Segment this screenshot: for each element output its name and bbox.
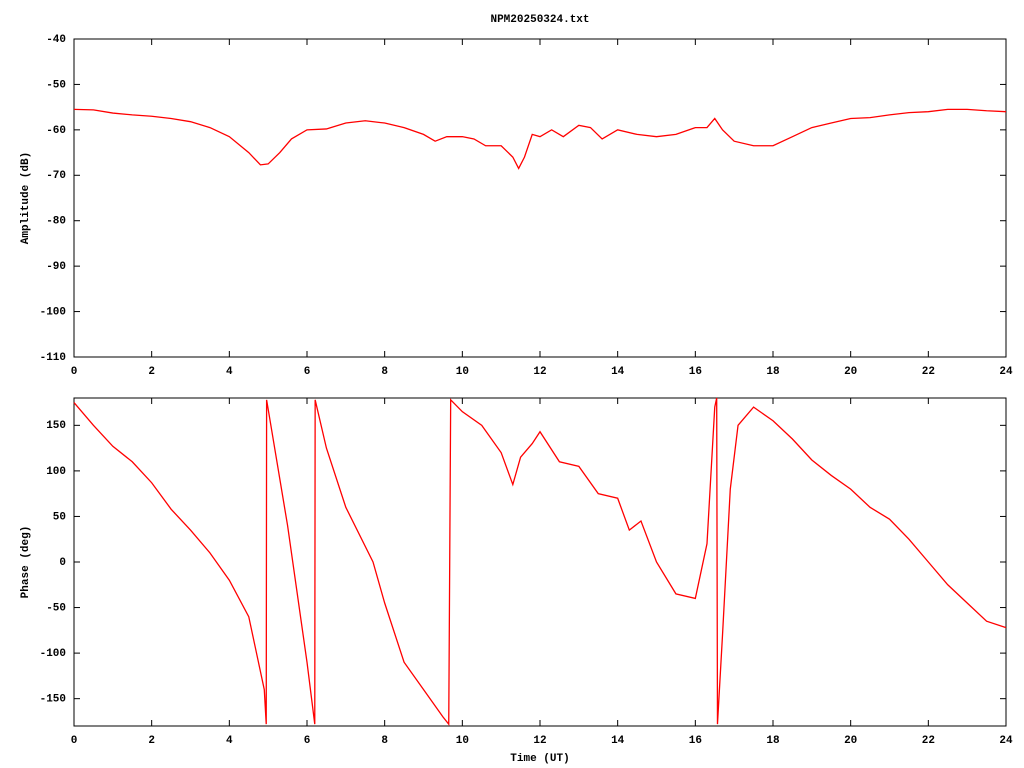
x-tick-label: 6: [304, 366, 311, 378]
plot-border: [73, 397, 1007, 727]
y-tick-label: -50: [46, 79, 66, 91]
y-axis-title: Phase (deg): [20, 526, 32, 599]
y-tick-label: -70: [46, 170, 66, 182]
x-tick-label: 14: [611, 366, 625, 378]
y-tick-label: -110: [40, 352, 66, 364]
y-tick-label: -40: [46, 34, 66, 46]
y-tick-label: -100: [40, 306, 66, 318]
x-tick-label: 10: [456, 735, 469, 747]
x-tick-label: 6: [304, 735, 311, 747]
x-axis-title: Time (UT): [510, 753, 569, 765]
x-tick-label: 18: [766, 366, 780, 378]
y-tick-label: 100: [46, 466, 66, 478]
y-tick-label: -100: [40, 648, 66, 660]
x-tick-label: 16: [689, 735, 702, 747]
y-tick-label: 50: [53, 511, 66, 523]
y-axis-title: Amplitude (dB): [20, 152, 32, 244]
y-tick-label: -90: [46, 261, 66, 273]
x-tick-label: 20: [844, 735, 857, 747]
x-tick-label: 24: [999, 735, 1013, 747]
x-tick-label: 8: [381, 735, 388, 747]
y-tick-label: -60: [46, 125, 66, 137]
x-tick-label: 14: [611, 735, 625, 747]
x-tick-label: 18: [766, 735, 780, 747]
x-tick-label: 12: [533, 366, 546, 378]
x-tick-label: 20: [844, 366, 857, 378]
x-tick-label: 24: [999, 366, 1013, 378]
x-tick-label: 8: [381, 366, 388, 378]
y-tick-label: -80: [46, 216, 66, 228]
data-line: [73, 108, 1007, 170]
x-tick-label: 22: [922, 366, 935, 378]
x-tick-label: 16: [689, 366, 702, 378]
x-tick-label: 4: [226, 735, 233, 747]
y-tick-label: -50: [46, 602, 66, 614]
data-line: [73, 397, 1007, 727]
x-tick-label: 12: [533, 735, 546, 747]
y-tick-label: -150: [40, 694, 66, 706]
y-tick-label: 150: [46, 420, 66, 432]
x-tick-label: 2: [148, 735, 155, 747]
x-tick-label: 4: [226, 366, 233, 378]
y-tick-label: 0: [59, 557, 66, 569]
x-tick-label: 0: [71, 735, 78, 747]
x-tick-label: 2: [148, 366, 155, 378]
x-tick-label: 22: [922, 735, 935, 747]
plot-border: [73, 38, 1007, 358]
x-tick-label: 0: [71, 366, 78, 378]
x-tick-label: 10: [456, 366, 469, 378]
chart-title: NPM20250324.txt: [490, 14, 589, 26]
